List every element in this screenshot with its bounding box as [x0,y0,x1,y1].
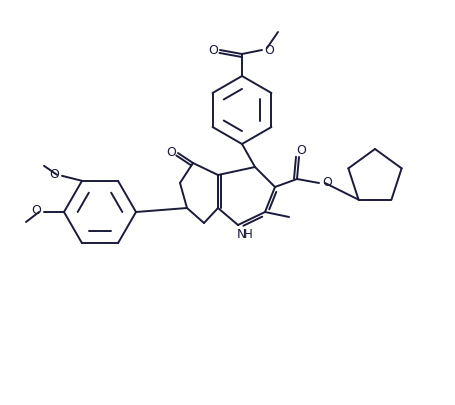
Text: O: O [322,175,332,188]
Text: O: O [208,43,218,56]
Text: O: O [166,145,176,158]
Text: O: O [49,168,59,181]
Text: O: O [296,143,306,156]
Text: H: H [243,228,253,241]
Text: N: N [236,228,246,241]
Text: O: O [264,43,274,56]
Text: O: O [31,204,41,217]
